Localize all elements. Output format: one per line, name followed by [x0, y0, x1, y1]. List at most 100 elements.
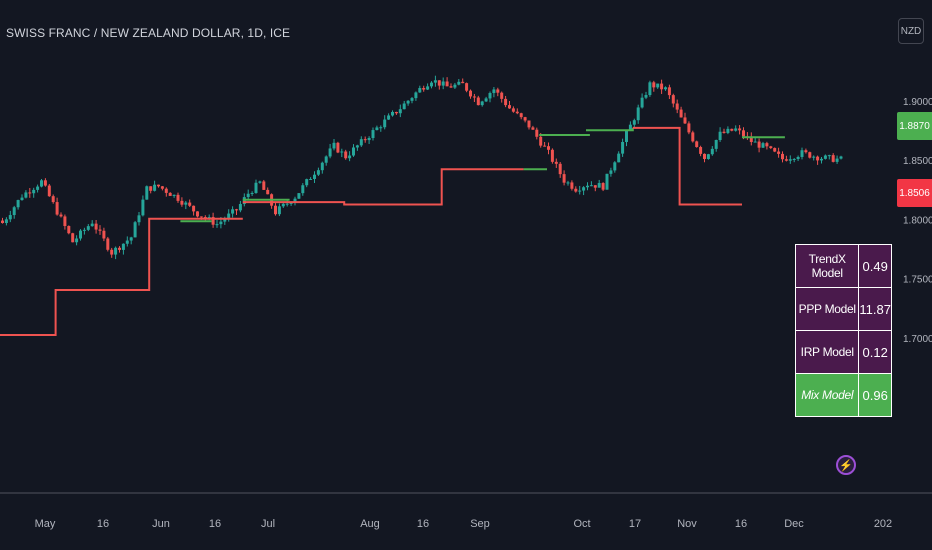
time-tick-label: 16: [417, 518, 429, 530]
candle-body: [679, 109, 683, 118]
candle-body: [188, 202, 192, 206]
candle-body: [149, 186, 153, 191]
time-tick-label: 16: [97, 518, 109, 530]
candle-body: [792, 158, 796, 160]
candle-body: [219, 221, 223, 225]
price-tag-red: 1.8506: [897, 179, 932, 207]
candle-body: [32, 189, 36, 194]
candle-body: [714, 139, 718, 149]
candle-body: [274, 205, 277, 215]
candle-body: [215, 224, 219, 226]
price-tick-label: 1.7500: [903, 275, 932, 286]
time-tick-label: May: [35, 518, 56, 530]
candle-body: [301, 185, 305, 194]
candle-body: [47, 185, 51, 197]
candle-body: [309, 178, 313, 180]
candle-body: [831, 155, 835, 162]
candle-body: [636, 107, 640, 121]
candle-body: [609, 170, 613, 174]
candle-body: [578, 190, 582, 192]
candle-body: [141, 199, 145, 216]
time-tick-label: 202: [874, 518, 892, 530]
candle-body: [457, 81, 461, 85]
candle-body: [102, 230, 106, 239]
candle-body: [730, 128, 734, 131]
candle-body: [648, 82, 652, 96]
lightning-bolt-icon[interactable]: ⚡: [836, 455, 856, 475]
candle-body: [550, 149, 554, 162]
candle-body: [281, 203, 285, 207]
candle-body: [453, 84, 457, 88]
candle-body: [753, 141, 757, 143]
symbol-title: SWISS FRANC / NEW ZEALAND DOLLAR, 1D, IC…: [6, 26, 291, 40]
candle-body: [118, 247, 121, 250]
candle-body: [582, 187, 586, 191]
candle-body: [418, 88, 422, 93]
candle-body: [781, 153, 784, 160]
candle-body: [192, 205, 196, 212]
time-tick-label: 16: [735, 518, 747, 530]
candle-body: [125, 240, 129, 244]
model-value: 0.49: [858, 244, 892, 288]
candle-body: [554, 161, 558, 164]
price-tick-label: 1.8000: [903, 215, 932, 226]
candle-body: [500, 92, 504, 99]
candle-body: [250, 192, 254, 194]
candle-body: [835, 158, 839, 162]
time-axis: May 16 Jun 16 Jul Aug 16 Sep Oct 17 Nov 16 Dec 202: [35, 518, 893, 530]
candle-body: [738, 128, 742, 131]
candle-body: [211, 216, 215, 225]
candle-body: [387, 115, 391, 120]
candle-body: [121, 243, 125, 250]
model-row-trendx: TrendX Model 0.49: [794, 244, 892, 288]
candle-body: [98, 229, 102, 231]
candle-body: [20, 197, 24, 201]
candle-body: [527, 120, 531, 128]
candle-body: [706, 154, 710, 159]
model-row-ppp: PPP Model 11.87: [794, 287, 892, 331]
candle-body: [726, 128, 730, 133]
model-row-mix: Mix Model 0.96: [794, 373, 892, 417]
candle-body: [621, 141, 625, 154]
candle-body: [839, 156, 843, 159]
candle-body: [133, 222, 137, 238]
candle-body: [258, 181, 262, 183]
candle-body: [16, 200, 20, 208]
candle-body: [593, 185, 597, 188]
candle-body: [535, 129, 539, 137]
time-tick-label: Sep: [470, 518, 490, 530]
candle-body: [164, 188, 168, 193]
candle-body: [406, 100, 410, 104]
candle-body: [597, 183, 601, 188]
candle-body: [508, 105, 511, 109]
time-tick-label: 17: [629, 518, 641, 530]
candle-body: [110, 249, 114, 255]
candle-body: [761, 143, 765, 148]
candle-body: [605, 173, 609, 190]
candle-body: [352, 147, 355, 156]
model-name: IRP Model: [794, 330, 860, 374]
candle-body: [683, 117, 687, 124]
candle-body: [82, 229, 86, 231]
candle-body: [394, 111, 398, 114]
candle-body: [469, 90, 472, 97]
candle-body: [827, 155, 831, 157]
candle-body: [160, 186, 164, 189]
candle-body: [496, 89, 500, 93]
candle-body: [640, 97, 644, 108]
candle-body: [157, 184, 160, 187]
candle-body: [398, 109, 402, 114]
candle-body: [363, 139, 367, 141]
candle-body: [628, 124, 632, 131]
candle-body: [238, 204, 242, 211]
candle-body: [523, 117, 527, 121]
candle-body: [4, 219, 8, 224]
candlestick-series: [1, 75, 843, 260]
candle-body: [800, 150, 804, 157]
time-tick-label: Jul: [261, 518, 275, 530]
candle-body: [383, 119, 387, 128]
candle-body: [437, 80, 441, 86]
candle-body: [332, 142, 336, 149]
currency-button[interactable]: NZD: [898, 18, 924, 44]
